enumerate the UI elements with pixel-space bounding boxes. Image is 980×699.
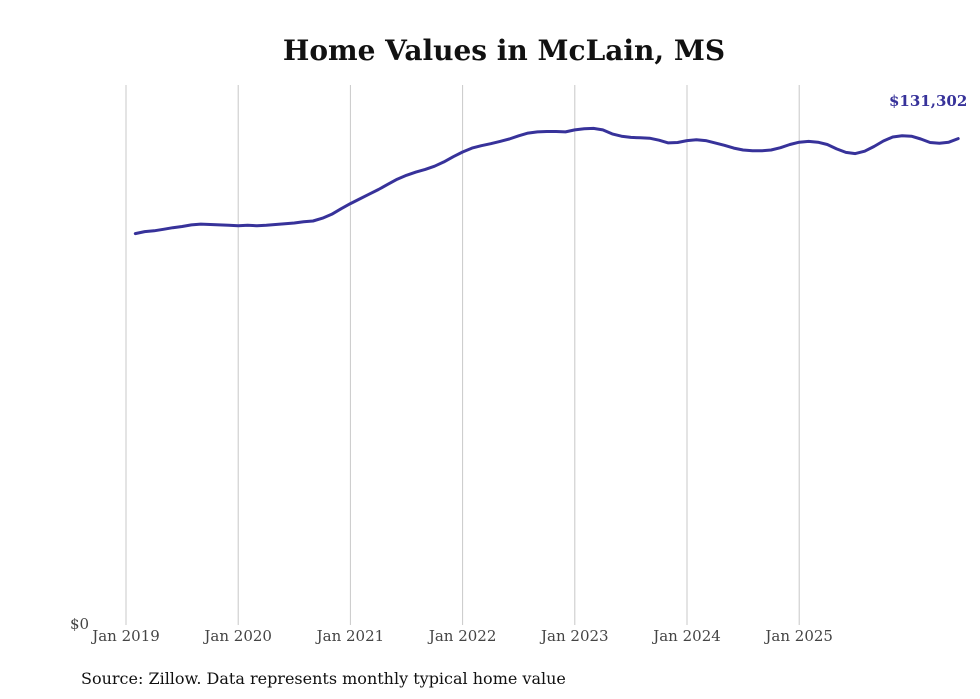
x-tick-label-jan-2019: Jan 2019 [90, 627, 160, 645]
gridlines [125, 85, 800, 625]
source-note: Source: Zillow. Data represents monthly … [81, 669, 566, 688]
y-axis-zero-label: $0 [70, 615, 89, 633]
x-tick-label-jan-2023: Jan 2023 [539, 627, 609, 645]
chart-title: Home Values in McLain, MS [283, 34, 725, 67]
x-tick-label-jan-2020: Jan 2020 [202, 627, 272, 645]
x-tick-label-jan-2024: Jan 2024 [651, 627, 721, 645]
end-value-label: $131,302 [889, 92, 967, 110]
x-tick-label-jan-2025: Jan 2025 [763, 627, 833, 645]
x-axis-ticks: Jan 2019 Jan 2020 Jan 2021 Jan 2022 Jan 2023… [90, 627, 833, 645]
series-line-home-value [133, 126, 960, 236]
x-tick-label-jan-2021: Jan 2021 [315, 627, 385, 645]
x-tick-label-jan-2022: Jan 2022 [427, 627, 497, 645]
